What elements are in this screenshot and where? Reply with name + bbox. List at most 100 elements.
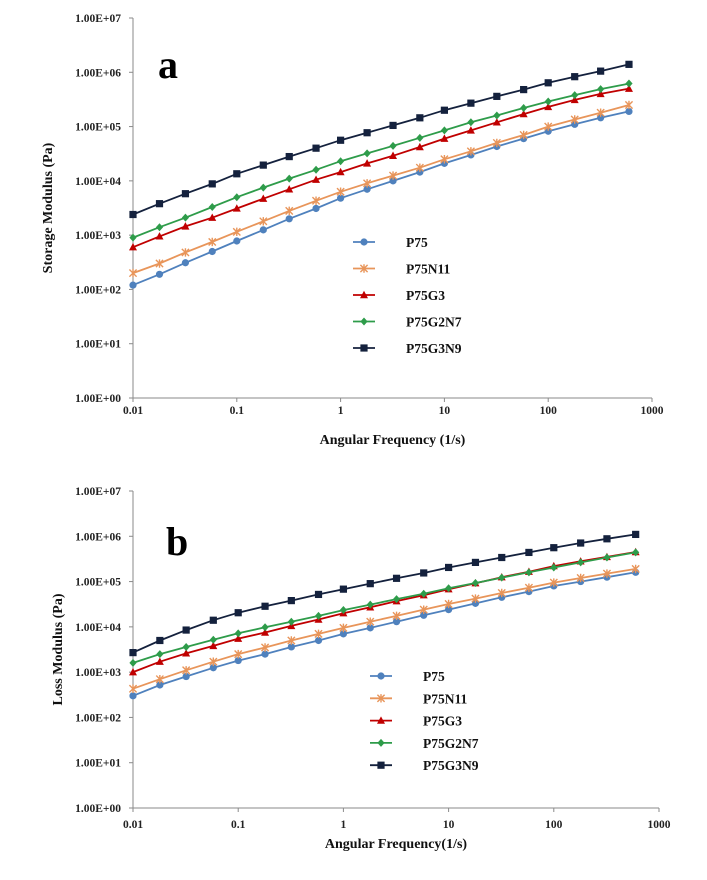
data-point [467,118,475,127]
data-point [440,134,449,142]
series-line [132,110,630,286]
data-point [129,649,137,657]
data-point [129,667,137,676]
data-point [155,200,164,208]
data-point [416,133,424,142]
legend-marker [360,290,368,299]
data-point [493,111,501,120]
data-point [363,149,371,158]
data-point [597,67,605,75]
legend-label: P75N11 [406,262,451,277]
data-point [156,650,164,659]
chart-panel-a: 1.00E+00 1.00E+01 1.00E+02 1.00E+03 1.00E+04… [41,13,664,448]
data-point [550,544,558,552]
data-point [156,636,164,645]
data-point [312,175,321,183]
series-P75G3N9 [129,530,640,657]
data-point [363,129,371,137]
data-point [155,232,164,240]
legend-item: P75 [353,235,428,250]
data-point [420,611,428,619]
y-tick-labels: 1.00E+00 1.00E+01 1.00E+02 1.00E+03 1.00E+04… [75,486,133,815]
data-point [524,583,534,592]
legend-label: P75 [423,669,445,684]
x-tick-labels: 0.01 0.1 1 10 100 1000 [123,398,664,417]
series-line [132,533,636,654]
data-point [445,606,453,614]
y-tick-label: 1.00E+02 [75,712,121,724]
data-point [445,584,453,593]
data-point [625,79,633,88]
legend-item: P75N11 [353,262,451,277]
data-point [337,157,345,166]
data-point [440,126,448,135]
data-point [156,681,164,689]
data-point [366,600,374,609]
x-tick-label: 0.01 [123,819,143,831]
series-line [132,571,636,697]
legend: P75 P75N11 P75G3 P75G2N7 P75G3N9 [370,669,479,773]
data-point [471,558,480,567]
y-tick-label: 1.00E+07 [75,486,121,498]
data-point [181,259,190,267]
data-point [129,233,137,242]
data-point [155,674,164,684]
data-point [631,564,640,574]
legend-label: P75G3N9 [406,341,462,356]
data-point [467,99,475,107]
data-point [155,657,164,665]
data-point [497,588,506,598]
data-point [209,657,218,666]
data-point [389,177,397,185]
data-point [181,222,190,230]
data-point [550,563,558,572]
data-point [544,127,552,135]
data-point [577,539,585,547]
legend-label: P75N11 [423,691,468,706]
legend-label: P75 [406,235,428,250]
data-point [363,185,371,193]
data-point [445,563,453,572]
y-tick-label: 1.00E+03 [75,230,121,242]
data-point [209,616,217,624]
data-point [388,171,398,180]
x-axis-title: Angular Frequency(1/s) [325,837,468,852]
data-point [603,553,611,562]
legend-marker [359,264,369,273]
series-P75 [129,107,633,289]
legend-item: P75G3N9 [353,341,462,356]
data-point [155,223,164,232]
data-point [287,636,296,645]
legend: P75 P75N11 P75G3 P75G2N7 P75G3N9 [353,235,462,356]
legend-marker [377,761,385,769]
series-line [132,82,630,239]
data-point [363,159,372,167]
data-point [339,623,348,633]
legend-label: P75G3 [423,714,462,729]
legend-item: P75N11 [370,691,468,706]
x-tick-label: 1 [341,819,347,831]
series-line [132,87,630,249]
data-point [549,578,558,587]
series-line [132,568,636,690]
x-tick-label: 0.1 [230,405,245,417]
y-tick-labels: 1.00E+00 1.00E+01 1.00E+02 1.00E+03 1.00E+04… [75,13,133,405]
data-point [128,684,138,693]
data-point [471,578,480,587]
data-point [311,196,321,205]
data-point [339,630,347,638]
data-point [234,629,242,638]
data-point [312,165,320,174]
panel-label: a [158,42,178,87]
data-point [419,605,428,614]
y-tick-label: 1.00E+04 [75,176,121,188]
legend-marker [360,317,368,326]
data-point [576,573,585,583]
x-tick-label: 100 [540,405,558,417]
data-point [181,190,190,198]
data-point [314,629,323,639]
x-axis-title: Angular Frequency (1/s) [320,433,466,448]
data-point [603,535,611,543]
y-tick-label: 1.00E+06 [75,531,121,543]
